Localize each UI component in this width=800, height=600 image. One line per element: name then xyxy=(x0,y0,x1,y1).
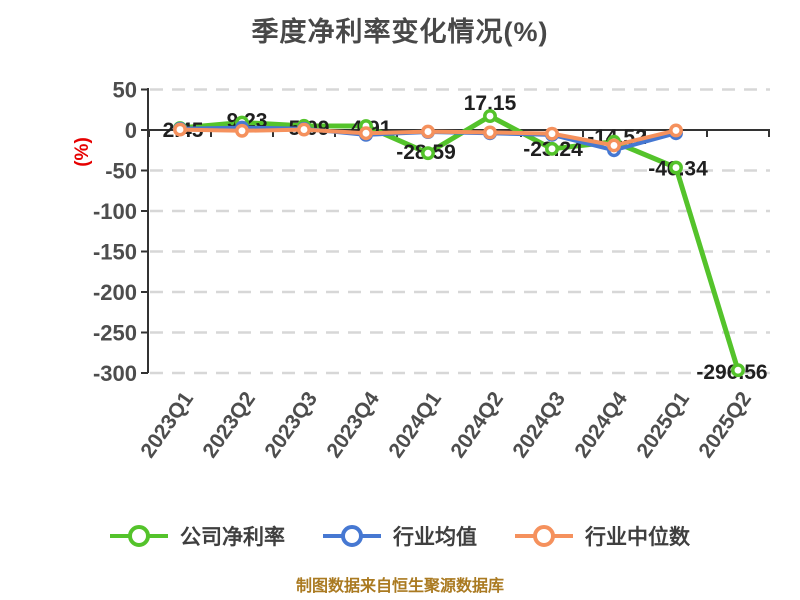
legend-item-2[interactable]: 行业中位数 xyxy=(515,521,690,551)
x-tick-label: 2023Q3 xyxy=(260,388,322,462)
x-tick-label: 2024Q3 xyxy=(508,388,570,462)
x-tick-label: 2025Q2 xyxy=(694,388,756,462)
data-point-marker xyxy=(235,123,249,138)
x-tick-label: 2024Q2 xyxy=(446,388,508,462)
data-point-marker xyxy=(421,146,435,161)
data-point-marker xyxy=(545,141,559,156)
legend-label: 公司净利率 xyxy=(180,526,285,549)
data-point-marker xyxy=(669,160,683,175)
x-tick-label: 2023Q1 xyxy=(136,387,198,462)
y-axis-title: (%) xyxy=(72,137,93,167)
x-tick-label: 2024Q4 xyxy=(570,387,632,462)
data-point-marker xyxy=(173,122,187,137)
legend-item-1[interactable]: 行业均值 xyxy=(323,521,477,551)
data-point-marker xyxy=(731,363,745,378)
legend-marker-icon xyxy=(110,525,168,547)
data-point-marker xyxy=(669,123,683,138)
legend-label: 行业中位数 xyxy=(585,526,690,549)
y-tick-label: -250 xyxy=(93,321,137,346)
legend-marker-icon xyxy=(515,525,573,547)
data-point-marker xyxy=(607,138,621,153)
x-tick-label: 2025Q1 xyxy=(632,387,694,462)
data-point-marker xyxy=(359,126,373,141)
y-tick-label: 50 xyxy=(113,78,137,103)
data-point-marker xyxy=(297,122,311,137)
data-label: 17.15 xyxy=(464,92,517,115)
y-tick-label: -100 xyxy=(93,199,137,224)
chart-title: 季度净利率变化情况(%) xyxy=(251,17,549,47)
data-point-marker xyxy=(545,126,559,141)
y-tick-label: -50 xyxy=(105,159,137,184)
x-tick-label: 2024Q1 xyxy=(384,387,446,462)
chart-legend: 公司净利率 行业均值 行业中位数 xyxy=(0,518,800,554)
data-source-note: 制图数据来自恒生聚源数据库 xyxy=(295,578,504,595)
legend-marker-icon xyxy=(323,525,381,547)
legend-label: 行业均值 xyxy=(393,526,477,549)
y-tick-label: -150 xyxy=(93,240,137,265)
y-tick-label: 0 xyxy=(125,118,137,143)
y-tick-label: -300 xyxy=(93,361,137,386)
data-point-marker xyxy=(421,124,435,139)
data-point-marker xyxy=(483,109,497,124)
x-tick-label: 2023Q4 xyxy=(322,387,384,462)
y-tick-label: -200 xyxy=(93,280,137,305)
series-line-0 xyxy=(177,113,741,373)
x-tick-label: 2023Q2 xyxy=(198,388,260,462)
legend-item-0[interactable]: 公司净利率 xyxy=(110,521,285,551)
data-point-marker xyxy=(483,125,497,140)
